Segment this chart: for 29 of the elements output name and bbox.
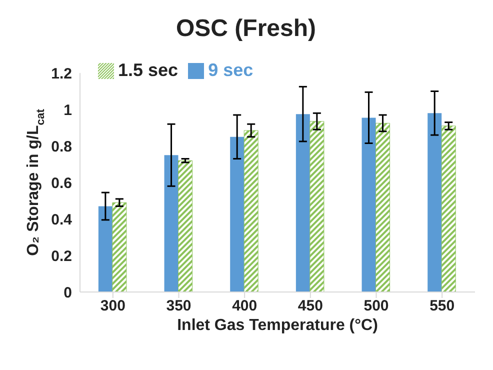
x-tick-label: 550: [430, 298, 455, 315]
legend-label: 1.5 sec: [118, 60, 178, 80]
x-tick-label: 300: [100, 298, 126, 315]
bar: [112, 202, 127, 292]
legend-label: 9 sec: [208, 60, 254, 80]
y-tick-label: 0: [64, 284, 72, 302]
y-tick-label: 0.4: [51, 211, 73, 228]
bar: [428, 113, 442, 292]
bar: [310, 121, 324, 292]
y-tick-label: 0.2: [51, 248, 72, 265]
bar: [441, 126, 456, 292]
bar: [230, 136, 244, 292]
x-tick-label: 450: [298, 298, 323, 315]
y-tick-label: 0.8: [51, 138, 72, 156]
bar: [362, 118, 376, 292]
x-tick-label: 500: [364, 298, 389, 315]
y-tick-label: 1: [64, 102, 72, 119]
bar: [98, 206, 112, 292]
x-tick-label: 350: [166, 298, 192, 315]
y-tick-label: 0.6: [51, 174, 72, 192]
x-tick-label: 400: [232, 298, 258, 315]
bar: [164, 155, 178, 292]
bar: [376, 122, 390, 292]
y-tick-label: 1.2: [51, 65, 72, 82]
x-axis-title: Inlet Gas Temperature (°C): [177, 317, 378, 334]
chart-title: OSC (Fresh): [176, 15, 316, 42]
bar: [178, 160, 193, 292]
bar: [244, 130, 258, 292]
bar: [296, 114, 310, 292]
